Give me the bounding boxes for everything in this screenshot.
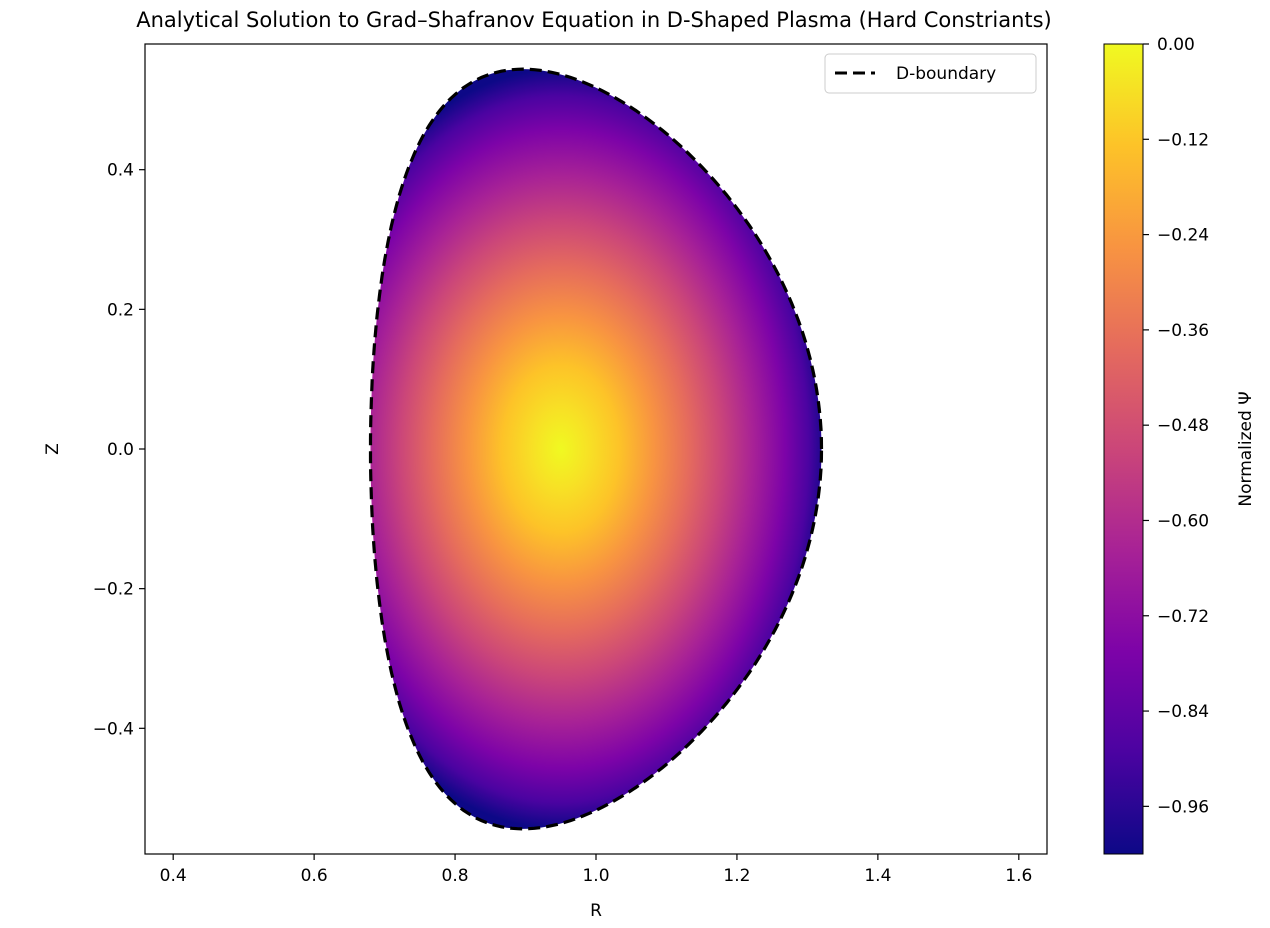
- colorbar-tick-label: −0.36: [1157, 321, 1209, 341]
- colorbar-tick-label: −0.72: [1157, 607, 1209, 627]
- plot-area: [144, 43, 1048, 855]
- colorbar-tick-label: −0.96: [1157, 797, 1209, 817]
- x-tick-label: 1.2: [723, 866, 750, 886]
- colorbar-tick-label: −0.48: [1157, 416, 1209, 436]
- y-axis-ticks: −0.4 −0.2 0.0 0.2 0.4: [93, 161, 145, 739]
- x-tick-label: 1.4: [864, 866, 891, 886]
- colorbar-tick-label: −0.60: [1157, 511, 1209, 531]
- y-axis-label: Z: [43, 443, 63, 455]
- colorbar-gradient: [1103, 43, 1144, 855]
- y-tick-label: 0.4: [107, 161, 134, 181]
- colorbar-tick-label: −0.24: [1157, 226, 1209, 246]
- colorbar-tick-label: −0.84: [1157, 702, 1209, 722]
- chart-title: Analytical Solution to Grad–Shafranov Eq…: [136, 8, 1052, 32]
- y-tick-label: 0.0: [107, 440, 134, 460]
- x-tick-label: 1.6: [1005, 866, 1032, 886]
- colorbar-tick-label: 0.00: [1157, 35, 1195, 55]
- d-boundary-line: [368, 67, 824, 831]
- x-tick-label: 0.4: [160, 866, 187, 886]
- x-tick-label: 0.6: [301, 866, 328, 886]
- legend-entry-d-boundary: D-boundary: [896, 64, 996, 84]
- x-axis-ticks: 0.4 0.6 0.8 1.0 1.2 1.4 1.6: [160, 854, 1032, 886]
- colorbar-tick-label: −0.12: [1157, 130, 1209, 150]
- legend-box: [824, 53, 1037, 94]
- x-tick-label: 0.8: [442, 866, 469, 886]
- legend: D-boundary: [824, 53, 1037, 94]
- x-axis-label: R: [590, 901, 602, 921]
- colorbar-ticks: 0.00 −0.12 −0.24 −0.36 −0.48 −0.60 −0.72 −0.84 −…: [1143, 35, 1209, 817]
- y-tick-label: 0.2: [107, 300, 134, 320]
- x-tick-label: 1.0: [582, 866, 609, 886]
- y-tick-label: −0.2: [93, 580, 134, 600]
- colorbar-label: Normalized Ψ: [1236, 391, 1256, 506]
- y-tick-label: −0.4: [93, 719, 134, 739]
- colorbar: 0.00 −0.12 −0.24 −0.36 −0.48 −0.60 −0.72 −0.84 −…: [1103, 35, 1256, 855]
